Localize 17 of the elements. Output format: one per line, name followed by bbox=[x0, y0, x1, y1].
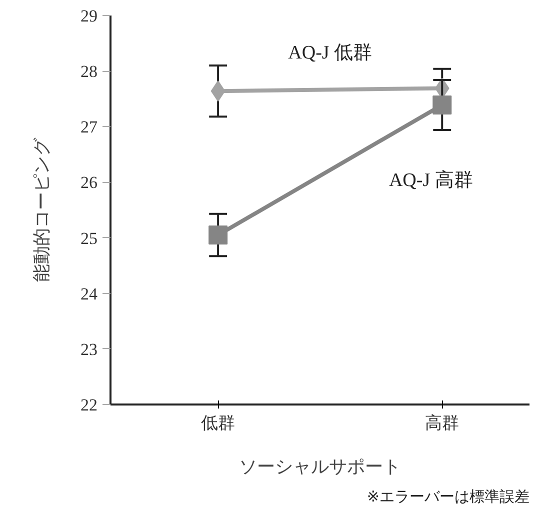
x-tick-label: 低群 bbox=[201, 414, 236, 434]
y-axis-title: 能動的コーピング bbox=[32, 137, 52, 282]
text: ※エラーバーは標準誤差 bbox=[366, 488, 530, 506]
y-tick-label: 28 bbox=[80, 62, 98, 82]
x-tick-label: 高群 bbox=[425, 414, 460, 434]
series-label: AQ-J 低群 bbox=[288, 42, 372, 64]
y-tick-label: 23 bbox=[80, 340, 98, 359]
x-axis-title: ソーシャルサポート bbox=[239, 456, 401, 478]
y-tick-label: 29 bbox=[80, 6, 98, 26]
y-tick-label: 26 bbox=[80, 173, 98, 192]
point bbox=[208, 226, 228, 245]
y-tick-label: 22 bbox=[80, 396, 98, 414]
y-tick-label: 25 bbox=[80, 228, 98, 248]
point bbox=[432, 95, 452, 114]
series-label: AQ-J 高群 bbox=[388, 169, 473, 192]
y-tick-label: 24 bbox=[80, 284, 98, 304]
y-tick-label: 27 bbox=[80, 118, 98, 137]
